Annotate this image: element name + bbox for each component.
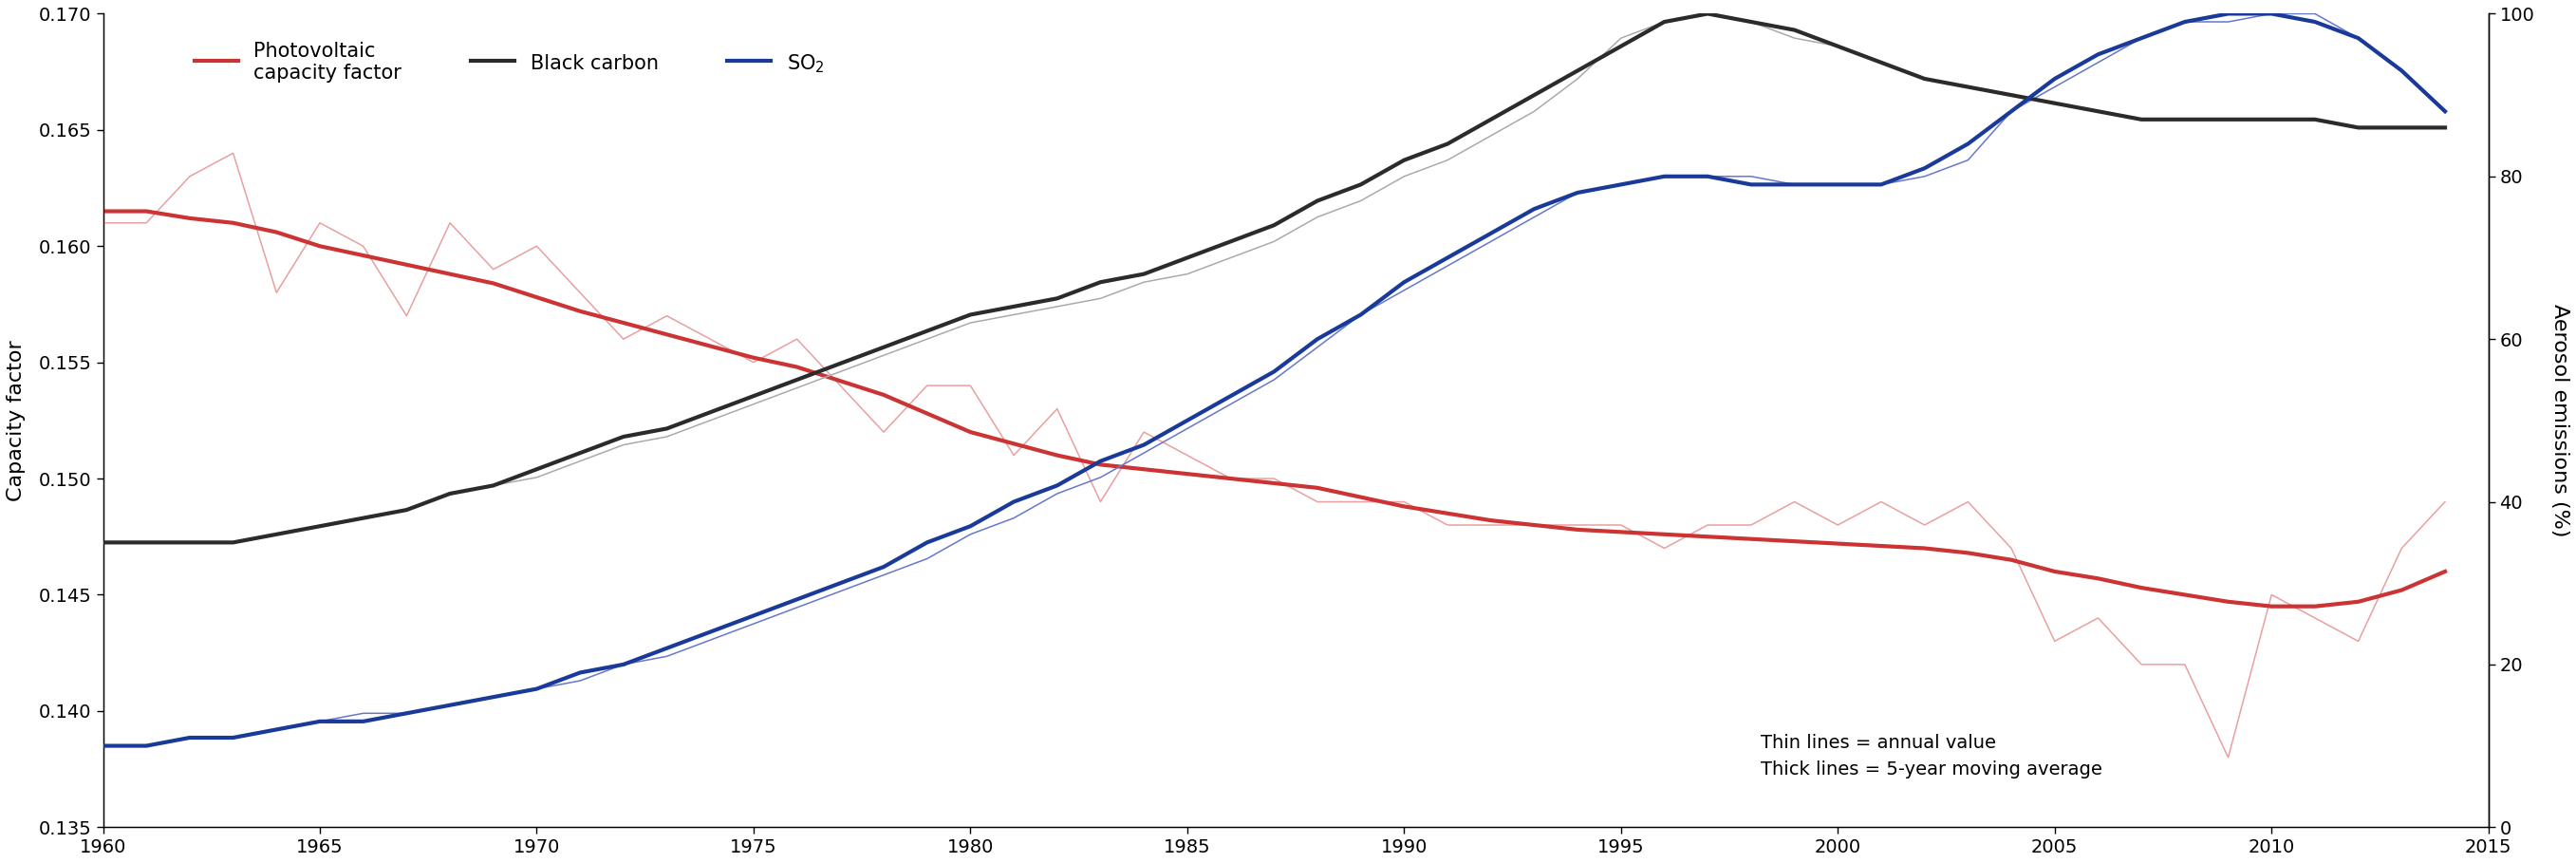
Y-axis label: Aerosol emissions (%): Aerosol emissions (%) [2550, 304, 2568, 537]
Text: Thin lines = annual value
Thick lines = 5-year moving average: Thin lines = annual value Thick lines = … [1762, 734, 2102, 778]
Legend: Photovoltaic
capacity factor, Black carbon, SO$_2$: Photovoltaic capacity factor, Black carb… [185, 32, 835, 92]
Y-axis label: Capacity factor: Capacity factor [8, 340, 26, 501]
